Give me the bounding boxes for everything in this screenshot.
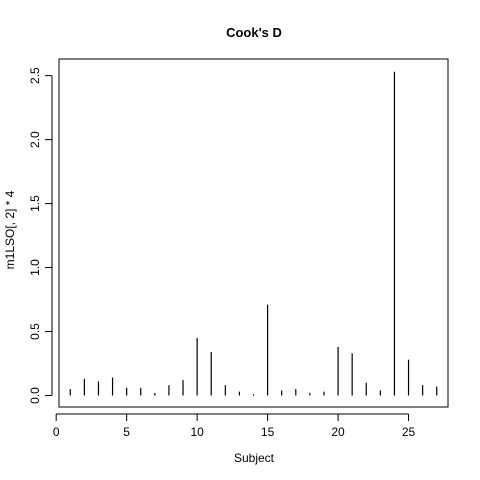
y-tick-label: 2.5 [28,67,42,84]
y-tick-label: 2.0 [28,131,42,148]
x-tick-label: 5 [123,425,130,439]
x-tick-label: 10 [190,425,204,439]
y-axis: 0.0 0.5 1.0 1.5 2.0 2.5 [28,67,53,404]
x-axis-label: Subject [234,451,275,465]
x-tick-label: 0 [53,425,60,439]
plot-frame [58,58,449,408]
x-axis: 0 5 10 15 20 25 [53,413,416,439]
x-tick-label: 25 [402,425,416,439]
y-axis-label: m1LSO[, 2] * 4 [3,190,17,269]
y-tick-label: 1.0 [28,259,42,276]
y-tick-label: 0.0 [28,387,42,404]
y-tick-label: 1.5 [28,195,42,212]
chart-title: Cook's D [226,25,282,40]
y-tick-label: 0.5 [28,323,42,340]
spike-series [69,71,438,396]
x-tick-label: 20 [331,425,345,439]
x-tick-label: 15 [261,425,275,439]
